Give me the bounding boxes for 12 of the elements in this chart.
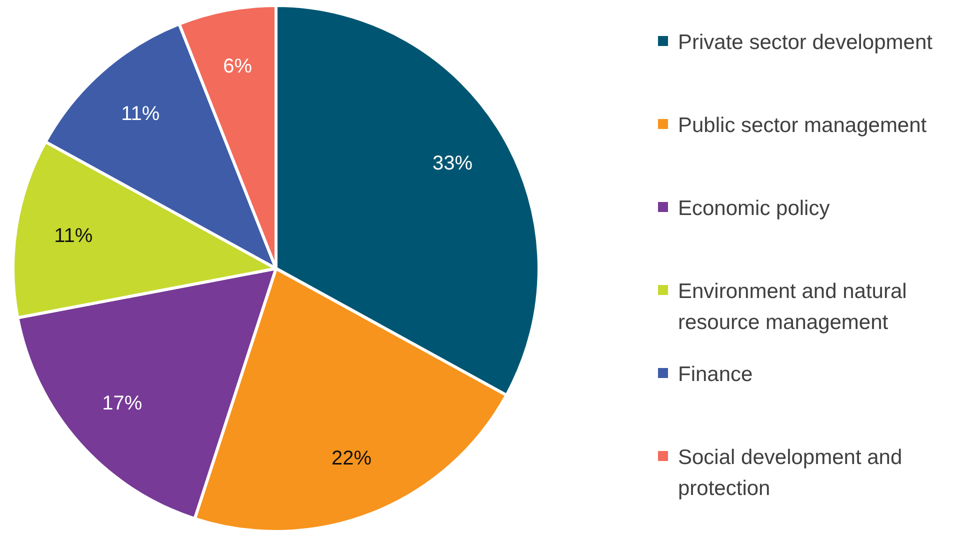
data-label: 22%	[332, 448, 372, 470]
legend-label: Social development and protection	[678, 445, 904, 502]
data-label: 11%	[54, 224, 93, 247]
data-label: 11%	[121, 103, 160, 126]
legend-label: Economic policy	[678, 196, 830, 222]
legend-label: Environment and natural resource management	[678, 279, 908, 336]
data-label: 33%	[432, 152, 473, 175]
data-label: 6%	[223, 56, 252, 78]
legend-label: Public sector management	[678, 113, 927, 139]
legend-label: Finance	[678, 362, 753, 388]
data-label: 17%	[102, 392, 142, 415]
legend-label: Private sector development	[678, 30, 932, 56]
